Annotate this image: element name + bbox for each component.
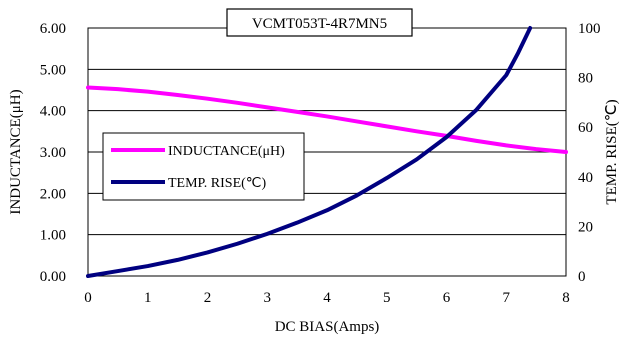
y-axis-title-right: TEMP. RISE(℃) xyxy=(604,99,620,204)
y-tick-label-left: 6.00 xyxy=(40,21,66,37)
y-tick-label-left: 2.00 xyxy=(40,186,66,202)
series-line-inductance xyxy=(86,85,568,154)
y-tick-label-right: 100 xyxy=(578,21,601,37)
y-tick-label-left: 0.00 xyxy=(40,269,66,285)
x-tick-label: 2 xyxy=(204,290,212,306)
x-tick-label: 0 xyxy=(84,290,92,306)
y-tick-label-left: 4.00 xyxy=(40,104,66,120)
y-tick-label-right: 0 xyxy=(578,269,586,285)
y-tick-label-right: 60 xyxy=(578,120,593,136)
legend-label-inductance: INDUCTANCE(μH) xyxy=(168,144,285,159)
legend-label-temp-rise: TEMP. RISE(℃) xyxy=(168,176,267,191)
legend-box xyxy=(102,132,305,201)
y-tick-label-right: 80 xyxy=(578,71,593,87)
y-tick-label-left: 1.00 xyxy=(40,228,66,244)
x-tick-label: 6 xyxy=(443,290,451,306)
chart-title: VCMT053T-4R7MN5 xyxy=(252,16,387,32)
x-tick-label: 1 xyxy=(144,290,152,306)
tick-labels: 0 1 2 3 4 5 6 7 8 0.00 1.00 2.00 3.00 4.00 5.00 6.00 0 20… xyxy=(40,21,601,306)
x-axis-title: DC BIAS(Amps) xyxy=(275,319,380,335)
series-group xyxy=(86,26,568,278)
y-tick-label-right: 20 xyxy=(578,219,593,235)
y-tick-label-left: 3.00 xyxy=(40,145,66,161)
y-axis-title-left: INDUCTANCE(μH) xyxy=(8,89,24,214)
y-tick-label-left: 5.00 xyxy=(40,62,66,78)
x-tick-label: 4 xyxy=(323,290,331,306)
x-tick-label: 7 xyxy=(503,290,511,306)
x-tick-label: 5 xyxy=(383,290,391,306)
x-tick-label: 8 xyxy=(562,290,570,306)
series-line-temp-rise xyxy=(86,26,533,278)
y-tick-label-right: 40 xyxy=(578,170,593,186)
x-tick-label: 3 xyxy=(264,290,272,306)
title-box xyxy=(226,8,413,37)
legend: INDUCTANCE(μH) TEMP. RISE(℃) xyxy=(102,132,305,201)
